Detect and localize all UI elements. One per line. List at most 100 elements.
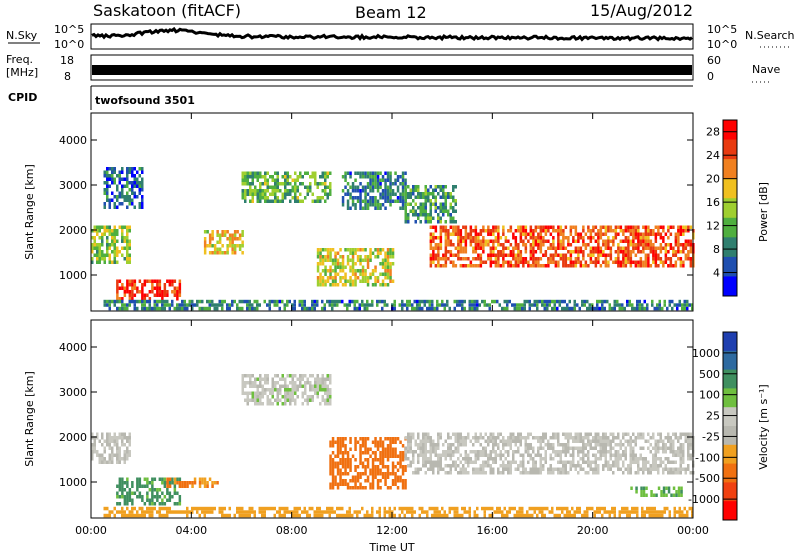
heatmap-cell xyxy=(344,458,347,462)
heatmap-cell xyxy=(381,196,385,200)
heatmap-cell xyxy=(659,250,663,254)
heatmap-cell xyxy=(499,471,502,475)
heatmap-cell xyxy=(682,432,685,436)
heatmap-cell xyxy=(509,439,512,443)
heatmap-cell xyxy=(569,432,572,436)
heatmap-cell xyxy=(472,236,475,240)
heatmap-cell xyxy=(118,502,122,506)
heatmap-cell xyxy=(638,306,641,311)
heatmap-cell xyxy=(667,460,670,464)
heatmap-cell xyxy=(128,510,131,514)
heatmap-cell xyxy=(417,446,420,450)
heatmap-cell xyxy=(384,451,387,455)
heatmap-cell xyxy=(434,264,438,268)
heatmap-cell xyxy=(151,306,154,311)
heatmap-cell xyxy=(401,175,405,179)
heatmap-cell xyxy=(106,191,109,195)
heatmap-cell xyxy=(662,246,665,250)
heatmap-cell xyxy=(516,510,519,514)
heatmap-cell xyxy=(639,467,642,471)
heatmap-cell xyxy=(118,457,121,461)
heatmap-cell xyxy=(93,450,96,454)
heatmap-cell xyxy=(371,510,374,514)
heatmap-cell xyxy=(126,484,129,488)
heatmap-cell xyxy=(642,490,646,494)
heatmap-cell xyxy=(166,484,169,488)
heatmap-cell xyxy=(587,432,590,436)
heatmap-cell xyxy=(121,202,124,206)
heatmap-cell xyxy=(218,237,222,241)
heatmap-cell xyxy=(151,283,154,287)
heatmap-cell xyxy=(384,251,387,255)
heatmap-cell xyxy=(559,460,562,464)
heatmap-cell xyxy=(622,239,625,243)
heatmap-cell xyxy=(126,195,129,199)
heatmap-cell xyxy=(329,185,332,189)
heatmap-cell xyxy=(514,460,517,464)
heatmap-cell xyxy=(444,236,448,240)
heatmap-cell xyxy=(399,458,402,462)
heatmap-cell xyxy=(589,246,593,250)
heatmap-cell xyxy=(178,293,182,297)
heatmap-cell xyxy=(549,257,553,261)
heatmap-cell xyxy=(627,257,630,261)
heatmap-cell xyxy=(334,262,337,266)
heatmap-cell xyxy=(359,258,362,262)
heatmap-cell xyxy=(173,502,177,506)
heatmap-cell xyxy=(374,203,377,207)
heatmap-cell xyxy=(677,467,680,471)
heatmap-cell xyxy=(346,189,350,193)
heatmap-cell xyxy=(494,436,497,440)
heatmap-cell xyxy=(284,185,287,189)
heatmap-cell xyxy=(394,440,397,444)
heatmap-cell xyxy=(584,260,588,264)
x-tick-label: 12:00 xyxy=(376,524,408,537)
heatmap-cell xyxy=(379,468,382,472)
heatmap-cell xyxy=(331,303,334,307)
heatmap-cell xyxy=(314,171,317,175)
heatmap-cell xyxy=(627,239,630,243)
heatmap-cell xyxy=(96,243,99,247)
heatmap-cell xyxy=(519,436,522,440)
heatmap-cell xyxy=(628,513,631,518)
heatmap-cell xyxy=(452,185,455,189)
heatmap-cell xyxy=(552,246,555,250)
heatmap-cell xyxy=(539,453,542,457)
heatmap-cell xyxy=(519,253,523,257)
heatmap-cell xyxy=(369,251,372,255)
heatmap-cell xyxy=(208,510,211,514)
heatmap-cell xyxy=(429,220,432,224)
heatmap-cell xyxy=(128,303,131,307)
heatmap-cell xyxy=(449,457,452,461)
heatmap-cell xyxy=(111,243,114,247)
heatmap-cell xyxy=(151,502,154,506)
heatmap-cell xyxy=(594,443,597,447)
heatmap-cell xyxy=(359,196,362,200)
heatmap-cell xyxy=(366,265,370,269)
heatmap-cell xyxy=(264,374,267,378)
heatmap-cell xyxy=(319,196,322,200)
heatmap-cell xyxy=(314,384,317,388)
heatmap-cell xyxy=(226,230,229,234)
heatmap-cell xyxy=(171,495,174,499)
heatmap-cell xyxy=(613,510,616,514)
heatmap-cell xyxy=(452,220,455,224)
heatmap-cell xyxy=(271,391,274,395)
heatmap-cell xyxy=(437,443,440,447)
heatmap-cell xyxy=(336,258,340,262)
heatmap-cell xyxy=(603,299,606,304)
heatmap-cell xyxy=(572,260,575,264)
heatmap-cell xyxy=(647,243,650,247)
heatmap-cell xyxy=(316,510,319,514)
heatmap-cell xyxy=(691,306,694,311)
heatmap-cell xyxy=(381,299,384,304)
heatmap-cell xyxy=(492,243,495,247)
heatmap-cell xyxy=(447,236,450,240)
heatmap-cell xyxy=(116,283,119,287)
heatmap-cell xyxy=(274,199,277,203)
heatmap-cell xyxy=(394,178,397,182)
heatmap-cell xyxy=(166,303,169,307)
heatmap-cell xyxy=(346,303,349,307)
heatmap-cell xyxy=(586,510,589,514)
heatmap-cell xyxy=(314,381,317,385)
